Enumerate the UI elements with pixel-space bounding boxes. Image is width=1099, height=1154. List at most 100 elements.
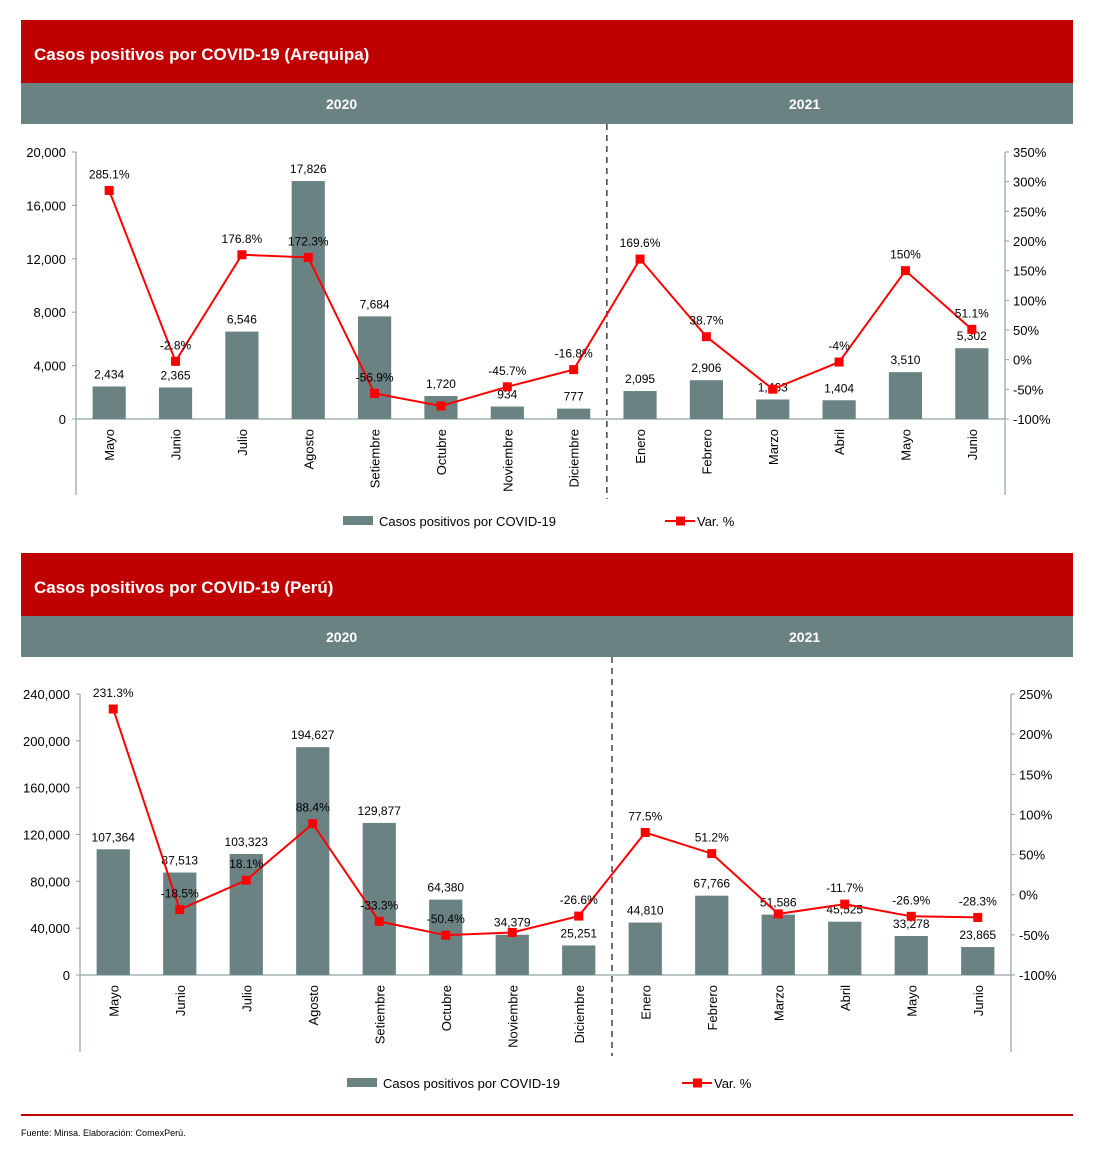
bar-label: 67,766: [693, 877, 730, 891]
x-tick-label: Mayo: [102, 429, 117, 461]
bar-label: 934: [497, 388, 517, 402]
bar-label: 2,434: [94, 368, 124, 382]
bar-label: 3,510: [890, 353, 920, 367]
var-label: 88.4%: [296, 801, 330, 815]
var-marker: [973, 912, 983, 922]
y-tick-label: 120,000: [23, 828, 70, 843]
bar-label: 17,826: [290, 162, 327, 176]
x-tick-label: Junio: [971, 985, 986, 1016]
y2-tick-label: 0%: [1019, 888, 1038, 903]
x-tick-label: Mayo: [898, 429, 913, 461]
var-marker: [171, 356, 181, 366]
var-line: [108, 190, 973, 407]
x-tick-label: Marzo: [766, 429, 781, 465]
x-tick-label: Febrero: [705, 985, 720, 1031]
var-marker: [108, 704, 118, 714]
bar: [761, 914, 795, 975]
var-label: -33.3%: [360, 898, 398, 912]
var-label: 51.2%: [695, 831, 729, 845]
var-label: -4%: [828, 339, 850, 353]
year-header-arequipa: 2020 2021: [21, 83, 1073, 124]
var-label: -16.8%: [555, 347, 593, 361]
x-tick-label: Mayo: [106, 985, 121, 1017]
bar: [495, 934, 529, 975]
y2-tick-label: 0%: [1013, 353, 1032, 368]
bar: [888, 372, 923, 419]
x-tick-label: Agosto: [306, 985, 321, 1025]
y2-tick-label: 100%: [1019, 807, 1053, 822]
year-header-peru: 2020 2021: [21, 616, 1073, 657]
var-marker: [303, 252, 313, 262]
year-2021-label: 2021: [789, 629, 821, 645]
var-marker: [370, 388, 380, 398]
y2-tick-label: 50%: [1019, 848, 1045, 863]
bar: [894, 936, 928, 975]
var-marker: [374, 916, 384, 926]
y-tick-label: 16,000: [26, 198, 66, 213]
bar: [96, 849, 130, 975]
var-label: -50.4%: [427, 912, 465, 926]
bar: [229, 854, 263, 975]
var-label: -28.3%: [959, 894, 997, 908]
bar-label: 129,877: [358, 804, 402, 818]
chart-title-arequipa: Casos positivos por COVID-19 (Arequipa): [21, 20, 1073, 83]
y-tick-label: 12,000: [26, 252, 66, 267]
var-marker: [441, 930, 451, 940]
year-2020-label: 2020: [326, 96, 358, 112]
y2-tick-label: 350%: [1013, 145, 1047, 160]
legend-line-marker: [693, 1078, 702, 1088]
bar: [562, 945, 596, 975]
var-marker: [773, 909, 783, 919]
x-tick-label: Febrero: [699, 429, 714, 475]
y-tick-label: 20,000: [26, 145, 66, 160]
bar-label: 2,095: [625, 372, 655, 386]
y-tick-label: 80,000: [30, 874, 70, 889]
year-2021-label: 2021: [789, 96, 821, 112]
bar: [689, 380, 723, 419]
var-marker: [104, 186, 114, 196]
x-tick-label: Junio: [965, 429, 980, 460]
var-marker: [906, 911, 916, 921]
y-tick-label: 0: [59, 412, 66, 427]
bar: [822, 400, 856, 419]
bar: [291, 181, 325, 419]
bar: [225, 331, 259, 419]
x-tick-label: Junio: [173, 985, 188, 1016]
var-marker: [635, 254, 645, 264]
var-marker: [502, 382, 512, 392]
y2-tick-label: 50%: [1013, 323, 1039, 338]
x-tick-label: Abril: [838, 985, 853, 1011]
y-tick-label: 4,000: [33, 359, 66, 374]
x-tick-label: Diciembre: [567, 429, 582, 488]
y-tick-label: 240,000: [23, 687, 70, 702]
var-marker: [640, 827, 650, 837]
bar: [623, 391, 657, 419]
bar: [628, 922, 662, 975]
x-tick-label: Enero: [633, 429, 648, 464]
y2-tick-label: -100%: [1019, 968, 1057, 983]
bar-label: 2,906: [691, 361, 721, 375]
y2-tick-label: 150%: [1019, 767, 1053, 782]
y-tick-label: 40,000: [30, 921, 70, 936]
x-tick-label: Setiembre: [372, 985, 387, 1044]
y2-tick-label: 300%: [1013, 175, 1047, 190]
var-marker: [967, 324, 977, 334]
bar: [296, 747, 330, 975]
x-tick-label: Marzo: [771, 985, 786, 1021]
var-marker: [436, 401, 446, 411]
x-tick-label: Abril: [832, 429, 847, 455]
y2-tick-label: 250%: [1013, 204, 1047, 219]
var-label: -26.6%: [560, 893, 598, 907]
x-tick-label: Junio: [169, 429, 184, 460]
bar: [158, 387, 193, 419]
bar-label: 6,546: [227, 313, 257, 327]
var-label: 231.3%: [93, 686, 134, 700]
legend-bar-swatch: [343, 516, 373, 525]
legend-bar-swatch: [347, 1078, 377, 1087]
bar-label: 44,810: [627, 904, 664, 918]
legend-bar-label: Casos positivos por COVID-19: [379, 514, 556, 529]
var-marker: [900, 266, 910, 276]
var-marker: [241, 875, 251, 885]
bar: [695, 895, 729, 975]
